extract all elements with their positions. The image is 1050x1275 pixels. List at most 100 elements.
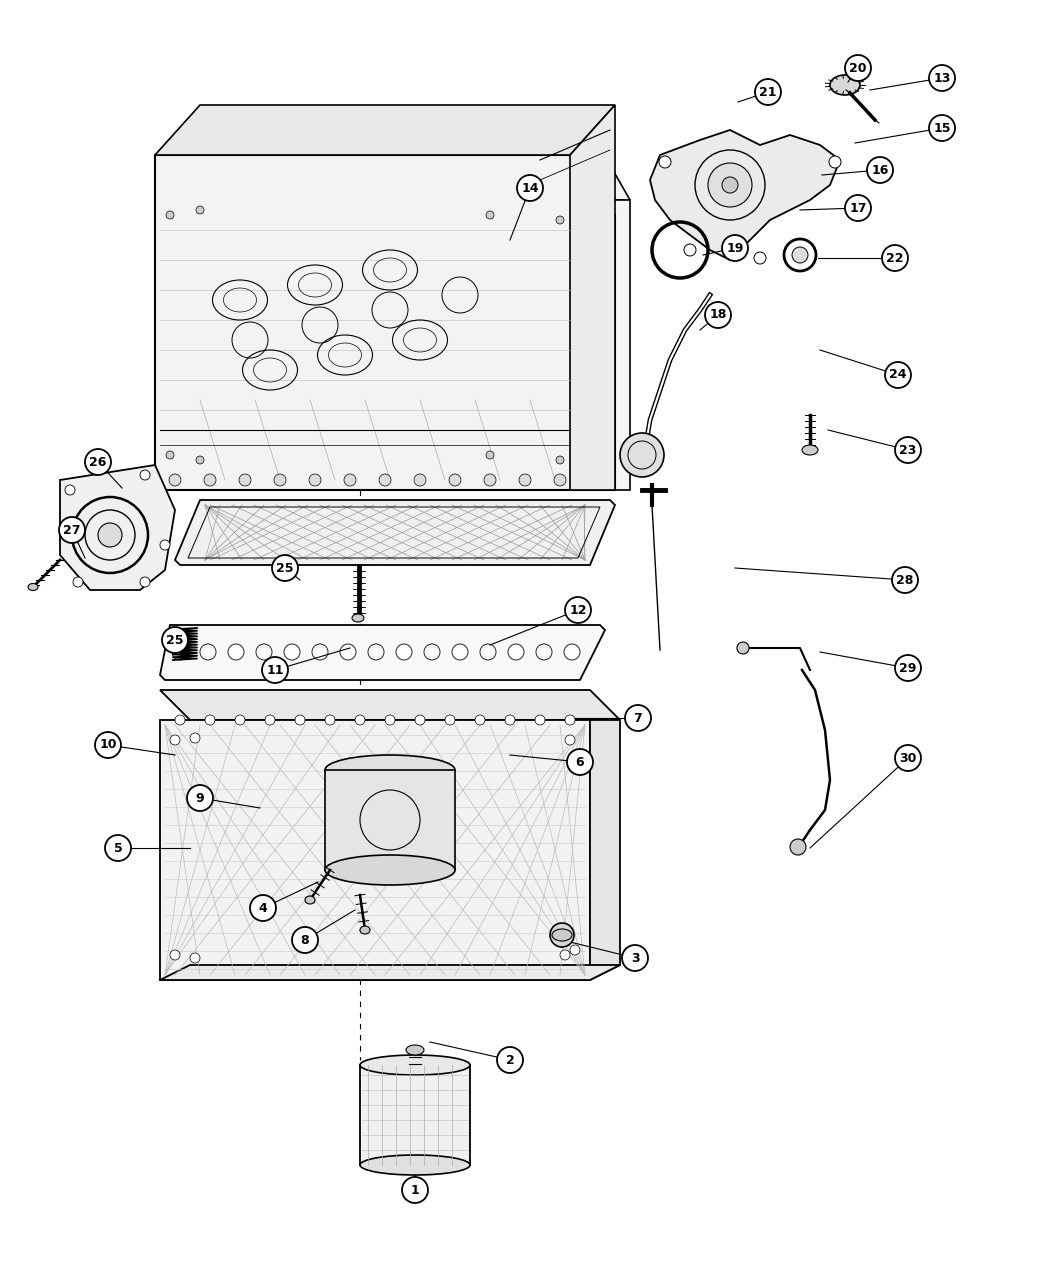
Circle shape: [452, 644, 468, 660]
Text: 28: 28: [897, 574, 914, 586]
Circle shape: [565, 734, 575, 745]
Circle shape: [895, 655, 921, 681]
Circle shape: [564, 644, 580, 660]
Circle shape: [396, 644, 412, 660]
Text: 11: 11: [267, 663, 284, 677]
Circle shape: [565, 715, 575, 725]
Polygon shape: [160, 625, 605, 680]
Ellipse shape: [28, 584, 38, 590]
Circle shape: [505, 715, 514, 725]
Circle shape: [497, 1047, 523, 1074]
Circle shape: [845, 55, 871, 82]
Circle shape: [792, 247, 809, 263]
Circle shape: [295, 715, 304, 725]
Circle shape: [74, 578, 83, 586]
Circle shape: [160, 541, 170, 550]
Text: 16: 16: [872, 163, 888, 176]
Polygon shape: [650, 130, 840, 260]
Circle shape: [570, 755, 580, 765]
Text: 25: 25: [166, 634, 184, 646]
Text: 2: 2: [506, 1053, 514, 1066]
Text: 18: 18: [710, 309, 727, 321]
Ellipse shape: [304, 896, 315, 904]
Circle shape: [882, 245, 908, 272]
Circle shape: [284, 644, 300, 660]
Text: 14: 14: [521, 181, 539, 195]
Polygon shape: [570, 105, 615, 490]
Circle shape: [554, 474, 566, 486]
Circle shape: [754, 252, 766, 264]
Polygon shape: [60, 465, 175, 590]
Ellipse shape: [326, 856, 455, 885]
Ellipse shape: [802, 445, 818, 455]
Circle shape: [508, 644, 524, 660]
Circle shape: [486, 451, 494, 459]
Circle shape: [519, 474, 531, 486]
Circle shape: [355, 715, 365, 725]
Polygon shape: [160, 965, 619, 980]
Circle shape: [845, 195, 871, 221]
Bar: [326, 770, 455, 870]
Ellipse shape: [326, 755, 455, 785]
Circle shape: [309, 474, 321, 486]
Circle shape: [486, 210, 494, 219]
Circle shape: [187, 785, 213, 811]
Circle shape: [625, 705, 651, 731]
Ellipse shape: [552, 929, 572, 941]
Polygon shape: [590, 720, 619, 980]
Polygon shape: [195, 130, 630, 200]
Circle shape: [205, 715, 215, 725]
Circle shape: [402, 1177, 428, 1204]
Circle shape: [705, 302, 731, 328]
Circle shape: [929, 65, 956, 91]
Circle shape: [274, 474, 286, 486]
Circle shape: [536, 644, 552, 660]
Bar: [360, 1065, 470, 1165]
Ellipse shape: [360, 1054, 470, 1075]
Text: 23: 23: [899, 444, 917, 456]
Circle shape: [256, 644, 272, 660]
Circle shape: [475, 715, 485, 725]
Circle shape: [536, 715, 545, 725]
Polygon shape: [195, 200, 235, 490]
Text: 10: 10: [100, 738, 117, 751]
Circle shape: [722, 177, 738, 193]
Circle shape: [196, 456, 204, 464]
Text: 9: 9: [195, 792, 205, 805]
Text: 13: 13: [933, 71, 950, 84]
Polygon shape: [195, 200, 630, 490]
Circle shape: [172, 644, 188, 660]
Circle shape: [567, 748, 593, 775]
Ellipse shape: [352, 615, 364, 622]
Circle shape: [292, 927, 318, 952]
Circle shape: [570, 945, 580, 955]
Circle shape: [722, 235, 748, 261]
Circle shape: [560, 950, 570, 960]
Circle shape: [755, 79, 781, 105]
Circle shape: [830, 156, 841, 168]
Circle shape: [250, 895, 276, 921]
Circle shape: [204, 474, 216, 486]
Ellipse shape: [360, 926, 370, 935]
Ellipse shape: [360, 1155, 470, 1176]
Circle shape: [326, 715, 335, 725]
Circle shape: [85, 449, 111, 476]
Text: 8: 8: [300, 933, 310, 946]
Circle shape: [140, 578, 150, 586]
Polygon shape: [155, 105, 615, 156]
Text: 5: 5: [113, 842, 123, 854]
Circle shape: [565, 597, 591, 623]
Circle shape: [169, 474, 181, 486]
Text: 19: 19: [727, 241, 743, 255]
Text: 4: 4: [258, 901, 268, 914]
Circle shape: [312, 644, 328, 660]
Ellipse shape: [406, 1046, 424, 1054]
Polygon shape: [155, 156, 615, 490]
Text: 24: 24: [889, 368, 907, 381]
Circle shape: [708, 163, 752, 207]
Circle shape: [895, 437, 921, 463]
Circle shape: [556, 456, 564, 464]
Circle shape: [484, 474, 496, 486]
Circle shape: [550, 923, 574, 947]
Circle shape: [166, 451, 174, 459]
